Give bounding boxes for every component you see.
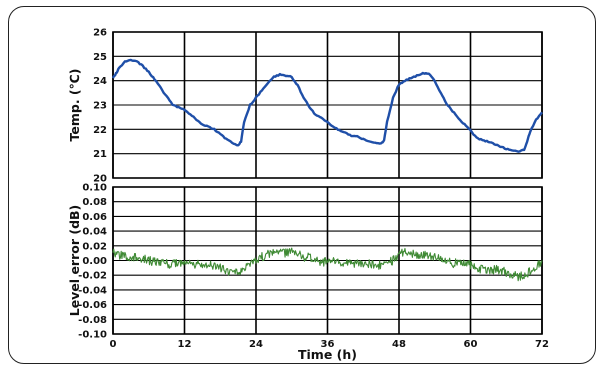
level-y-tick-label: 0.08: [82, 197, 107, 208]
level-y-tick-label: 0.04: [82, 227, 107, 238]
level-y-tick-label: -0.02: [78, 271, 107, 282]
level-y-tick-label: 0.10: [82, 183, 107, 194]
level-y-tick-label: 0.00: [82, 256, 107, 267]
level-y-tick-label: -0.08: [78, 315, 107, 326]
level-x-tick-label: 12: [178, 339, 192, 350]
temp-y-tick-label: 25: [93, 52, 107, 63]
level-x-tick-label: 0: [110, 339, 117, 350]
temp-y-tick-label: 24: [93, 76, 107, 87]
level-y-axis-title: Level error (dB): [67, 205, 82, 317]
temp-series-line: [111, 58, 543, 153]
level-y-tick-label: -0.10: [78, 330, 107, 341]
level-x-tick-label: 60: [464, 339, 478, 350]
level-series-line: [112, 247, 543, 282]
temp-y-tick-label: 23: [93, 101, 107, 112]
level-x-tick-label: 48: [392, 339, 406, 350]
level-y-tick-label: -0.04: [78, 285, 107, 296]
temp-y-axis-title: Temp. (℃): [67, 69, 82, 142]
level-y-tick-label: 0.06: [82, 212, 107, 223]
level-y-tick-label: 0.02: [82, 241, 107, 252]
level-y-tick-label: -0.06: [78, 300, 107, 311]
temp-y-tick-label: 26: [93, 28, 107, 39]
temp-y-tick-label: 20: [93, 174, 107, 185]
level-x-tick-label: 36: [321, 339, 335, 350]
temp-y-tick-label: 21: [93, 149, 107, 160]
level-x-axis-title: Time (h): [298, 347, 357, 362]
level-x-tick-label: 72: [535, 339, 549, 350]
level-x-tick-label: 24: [249, 339, 263, 350]
temp-plot-border: [112, 31, 543, 179]
temp-y-tick-label: 22: [93, 125, 107, 136]
